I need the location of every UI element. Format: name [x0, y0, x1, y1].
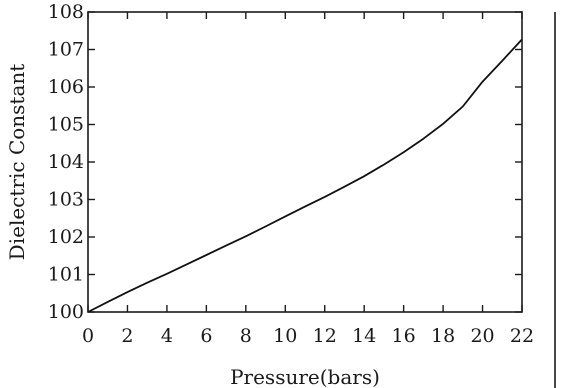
- y-tick-label: 100: [48, 301, 84, 323]
- y-tick-label: 107: [48, 39, 84, 61]
- data-series: [87, 38, 523, 313]
- x-tick-label: 16: [392, 325, 416, 347]
- y-axis-title: Dielectric Constant: [5, 64, 29, 261]
- y-tick-label: 105: [48, 114, 84, 136]
- x-tick-labels: 0 2 4 6 8 10 12 14 16 18 20 22: [82, 325, 534, 347]
- x-tick-label: 14: [352, 325, 376, 347]
- y-tick-label: 102: [48, 226, 84, 248]
- x-tick-label: 22: [510, 325, 534, 347]
- y-tick-label: 108: [48, 1, 84, 23]
- y-tick-label: 101: [48, 264, 84, 286]
- y-tick-label: 104: [48, 151, 84, 173]
- y-tick-labels: 100 101 102 103 104 105 106 107 108: [48, 1, 84, 323]
- y-tick-label: 106: [48, 76, 84, 98]
- series-line: [87, 38, 523, 313]
- x-tick-label: 20: [470, 325, 494, 347]
- x-tick-label: 2: [121, 325, 133, 347]
- y-axis-ticks: [88, 11, 522, 313]
- x-axis-ticks: [87, 12, 523, 312]
- x-tick-label: 18: [431, 325, 455, 347]
- x-tick-label: 4: [161, 325, 173, 347]
- x-tick-label: 0: [82, 325, 94, 347]
- plot-frame: [87, 11, 523, 313]
- x-axis-title: Pressure(bars): [230, 365, 380, 388]
- x-tick-label: 6: [200, 325, 212, 347]
- x-tick-label: 8: [240, 325, 252, 347]
- y-tick-label: 103: [48, 189, 84, 211]
- x-tick-label: 10: [273, 325, 297, 347]
- x-tick-label: 12: [313, 325, 337, 347]
